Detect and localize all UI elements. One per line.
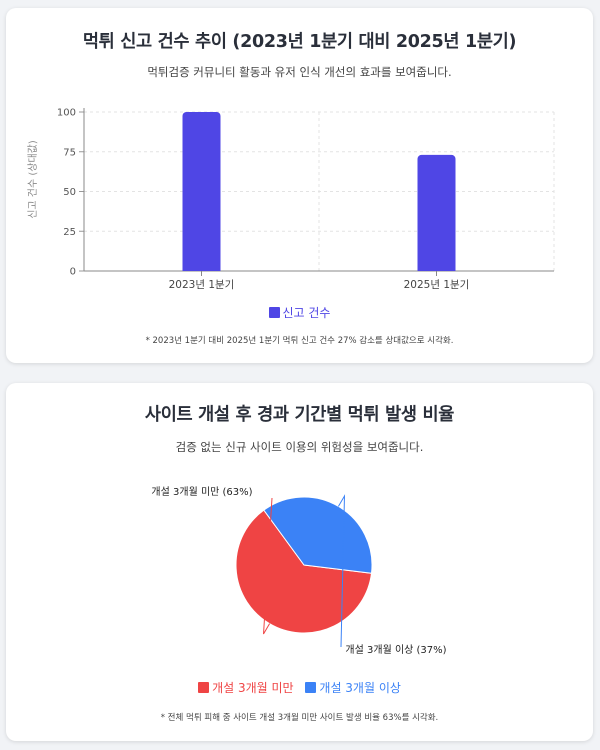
pie-chart-title: 사이트 개설 후 경과 기간별 먹튀 발생 비율 bbox=[144, 405, 455, 425]
pie-slice-label: 개설 3개월 미만 (63%) bbox=[151, 486, 252, 498]
bar-chart: 0 25 50 75 100 2023년 1분기 2025년 1분기 신고 건수 (상대값) bbox=[27, 108, 555, 291]
pie-slice-label: 개설 3개월 이상 (37%) bbox=[345, 644, 446, 656]
pie-leader-line bbox=[337, 494, 346, 648]
bar-chart-card: 먹튀 신고 건수 추이 (2023년 1분기 대비 2025년 1분기) 먹튀검… bbox=[6, 8, 593, 363]
legend-label: 신고 건수 bbox=[282, 306, 331, 320]
bar-base bbox=[182, 266, 221, 271]
bar-chart-title: 먹튀 신고 건수 추이 (2023년 1분기 대비 2025년 1분기) bbox=[82, 32, 517, 52]
pie-legend: 개설 3개월 미만 개설 3개월 이상 bbox=[6, 679, 593, 696]
legend-label: 개설 3개월 미만 bbox=[212, 681, 294, 695]
legend-swatch bbox=[268, 307, 280, 318]
y-tick-label: 25 bbox=[63, 227, 76, 238]
legend-swatch bbox=[305, 682, 317, 693]
y-tick-label: 0 bbox=[70, 267, 76, 278]
legend-label: 개설 3개월 이상 bbox=[319, 681, 401, 695]
y-tick-label: 100 bbox=[57, 108, 76, 119]
x-tick-label: 2023년 1분기 bbox=[169, 279, 235, 291]
bar-legend: 신고 건수 bbox=[6, 304, 593, 321]
bar-chart-note: * 2023년 1분기 대비 2025년 1분기 먹튀 신고 건수 27% 감소… bbox=[145, 336, 454, 346]
pie-chart-subtitle: 검증 없는 신규 사이트 이용의 위험성을 보여줍니다. bbox=[175, 440, 424, 454]
bar bbox=[182, 112, 221, 271]
legend-item-reports[interactable]: 신고 건수 bbox=[268, 304, 331, 321]
pie-chart-card: 사이트 개설 후 경과 기간별 먹튀 발생 비율 검증 없는 신규 사이트 이용… bbox=[6, 383, 593, 741]
y-tick-label: 75 bbox=[63, 147, 76, 158]
pie-chart: 개설 3개월 미만 (63%) 개설 3개월 이상 (37%) bbox=[151, 486, 446, 656]
bar bbox=[417, 154, 456, 271]
y-axis-label: 신고 건수 (상대값) bbox=[27, 140, 39, 219]
pie-slice bbox=[263, 496, 373, 574]
bar-base bbox=[417, 266, 456, 271]
legend-swatch bbox=[198, 682, 210, 693]
bar-chart-subtitle: 먹튀검증 커뮤니티 활동과 유저 인식 개선의 효과를 보여줍니다. bbox=[147, 65, 452, 79]
legend-item-under3[interactable]: 개설 3개월 미만 bbox=[198, 679, 294, 696]
pie-chart-note: * 전체 먹튀 피해 중 사이트 개설 3개월 미만 사이트 발생 비율 63%… bbox=[160, 713, 439, 723]
legend-item-over3[interactable]: 개설 3개월 이상 bbox=[305, 679, 401, 696]
pie-leader-line bbox=[263, 497, 273, 635]
x-tick-label: 2025년 1분기 bbox=[404, 279, 470, 291]
y-tick-label: 50 bbox=[63, 187, 76, 198]
